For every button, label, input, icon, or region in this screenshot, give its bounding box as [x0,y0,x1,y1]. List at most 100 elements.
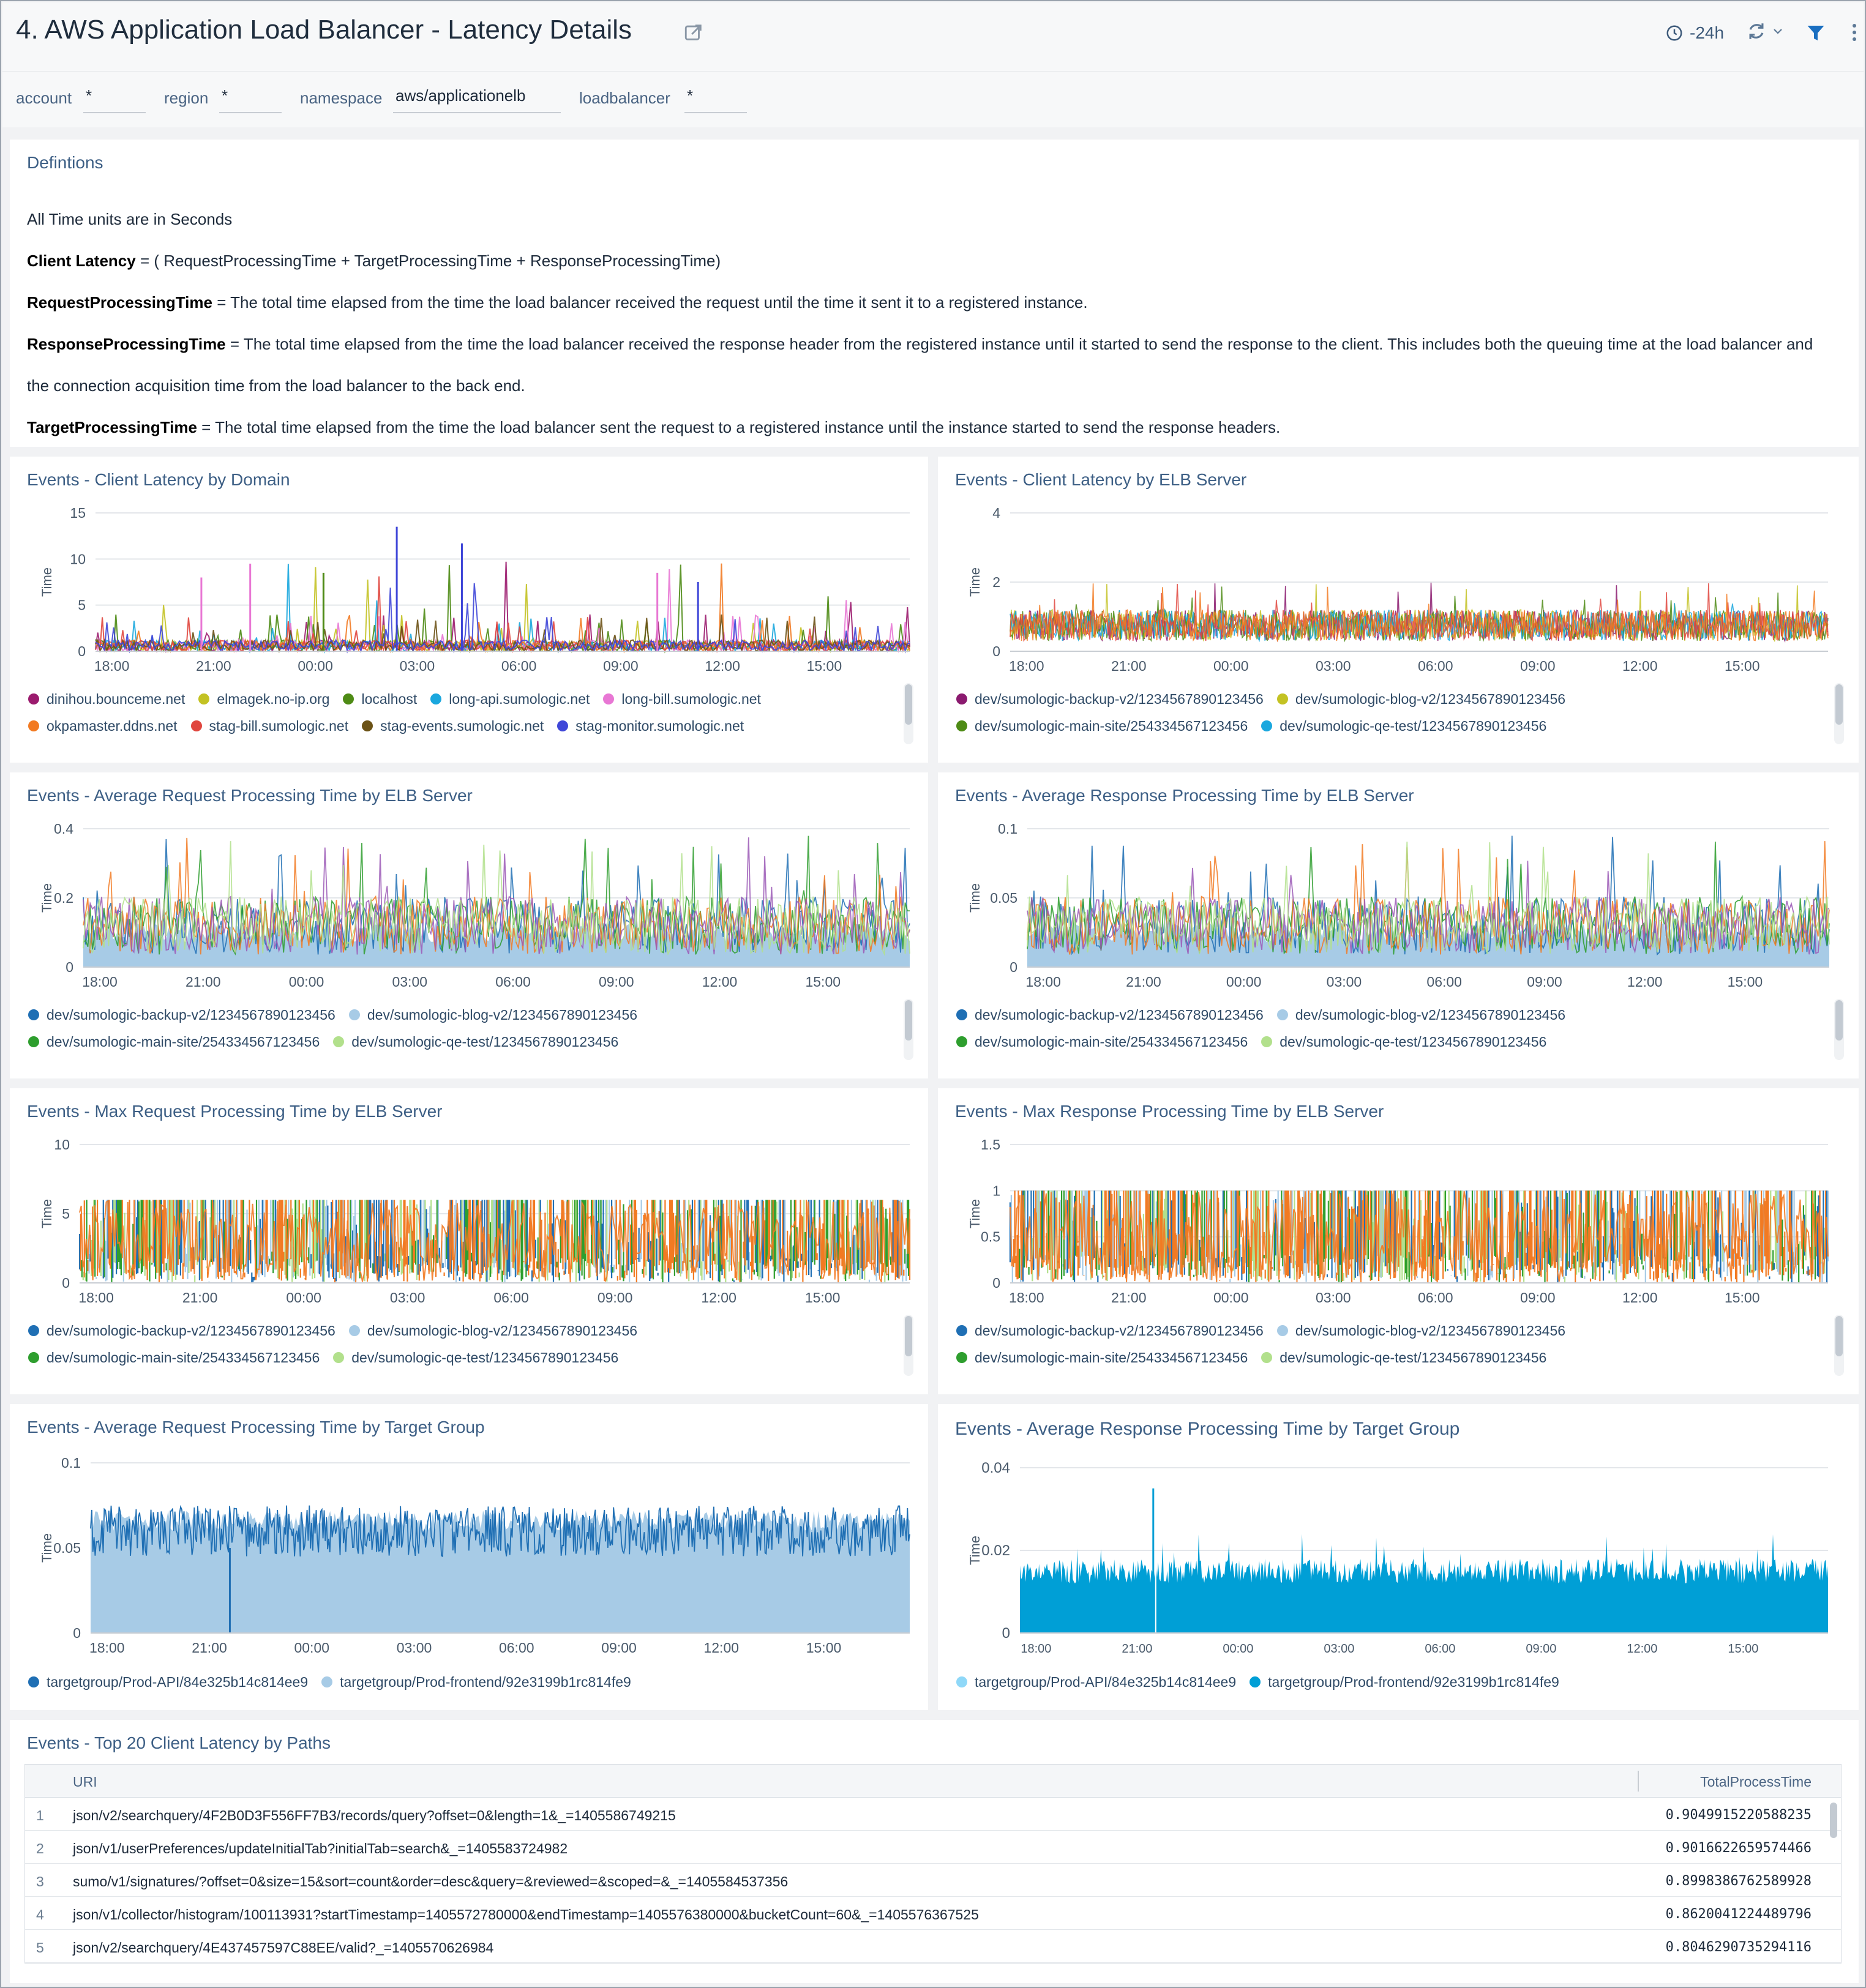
table-row[interactable]: 5 json/v2/searchquery/4E437457597C88EE/va… [25,1930,1841,1963]
legend-item[interactable]: stag-events.sumologic.net [362,718,544,734]
table-row[interactable]: 4 json/v1/collector/histogram/100113931?s… [25,1897,1841,1930]
legend-item[interactable]: targetgroup/Prod-API/84e325b14c814ee9 [28,1674,308,1691]
x-tick-label: 21:00 [1111,658,1147,674]
table-row[interactable]: 3 sumo/v1/signatures/?offset=0&size=15&so… [25,1864,1841,1897]
legend-item[interactable]: dev/sumologic-backup-v2/1234567890123456 [956,691,1264,708]
x-tick-label: 09:00 [599,974,634,990]
legend-label: dev/sumologic-blog-v2/1234567890123456 [1295,1322,1566,1339]
legend-label: dev/sumologic-qe-test/1234567890123456 [1280,1033,1547,1050]
legend-item[interactable]: dev/sumologic-blog-v2/1234567890123456 [348,1323,637,1339]
legend-item[interactable]: dev/sumologic-blog-v2/1234567890123456 [348,1007,637,1023]
x-tick-label: 03:00 [1316,1290,1351,1306]
legend-swatch [28,1325,39,1336]
legend-item[interactable]: dev/sumologic-qe-test/1234567890123456 [333,1350,618,1366]
legend-item[interactable]: dev/sumologic-qe-test/1234567890123456 [333,1034,618,1050]
y-tick-label: 0 [62,1275,70,1291]
legend-item[interactable]: okpamaster.ddns.net [28,718,178,734]
legend-item[interactable]: dev/sumologic-main-site/254334567123456 [956,1034,1248,1050]
filter-input-account[interactable]: * [83,86,146,113]
legend-item[interactable]: long-api.sumologic.net [430,691,590,708]
filter-input-namespace[interactable]: aws/applicationelb [393,86,561,113]
legend-item[interactable]: dev/sumologic-backup-v2/1234567890123456 [28,1007,335,1023]
legend-label: dev/sumologic-qe-test/1234567890123456 [351,1033,619,1050]
series-marks [1020,1488,1828,1633]
legend-scrollbar[interactable] [905,1316,912,1356]
chart-title: Events - Client Latency by Domain [27,470,290,489]
legend-item[interactable]: targetgroup/Prod-API/84e325b14c814ee9 [956,1674,1236,1691]
legend-item[interactable]: dev/sumologic-qe-test/1234567890123456 [1261,1034,1546,1050]
y-tick-label: 0.1 [61,1455,81,1471]
legend-swatch [1276,693,1288,704]
x-tick-label: 15:00 [1728,974,1763,990]
filter-icon[interactable] [1805,22,1827,44]
y-axis-label: Time [39,1533,54,1563]
legend-label: stag-bill.sumologic.net [209,717,349,734]
legend-item[interactable]: dev/sumologic-main-site/254334567123456 [28,1350,320,1366]
legend-item[interactable]: dev/sumologic-backup-v2/1234567890123456 [956,1007,1264,1023]
column-uri[interactable]: URI [73,1774,97,1790]
panel-avg-request-by-elb: Events - Average Request Processing Time… [10,772,928,1078]
definitions-panel: Defintions All Time units are in Seconds… [10,140,1859,447]
legend-item[interactable]: stag-bill.sumologic.net [190,717,349,734]
refresh-control[interactable] [1746,21,1785,42]
legend-item[interactable]: stag-monitor.sumologic.net [557,718,744,734]
legend-item[interactable]: dev/sumologic-backup-v2/1234567890123456 [956,1323,1264,1339]
x-tick-label: 06:00 [1426,974,1462,990]
table-row[interactable]: 1 json/v2/searchquery/4F2B0D3F556FF7B3/re… [25,1798,1841,1831]
x-tick-label: 06:00 [501,658,537,674]
chart-plot: 10 5 0 Time 18:00 21:00 00:00 03:00 06:00 09:00 12… [39,1137,911,1306]
time-range-label: -24h [1690,23,1725,42]
legend-item[interactable]: dev/sumologic-qe-test/1234567890123456 [1261,1350,1546,1366]
chart-plot: 0.1 0.05 0 Time 18:00 21:00 00:00 03:00 06:00 09:… [967,821,1830,990]
table-row[interactable]: 2 json/v1/userPreferences/updateInitialTa… [25,1831,1841,1864]
more-options-icon[interactable] [1851,23,1857,42]
legend-item[interactable]: dev/sumologic-blog-v2/1234567890123456 [1276,1322,1566,1339]
legend-item[interactable]: dev/sumologic-main-site/254334567123456 [28,1034,320,1050]
legend-item[interactable]: dev/sumologic-blog-v2/1234567890123456 [1276,1007,1565,1023]
series-line [79,1200,910,1284]
legend-item[interactable]: long-bill.sumologic.net [603,691,761,708]
row-total-process-time: 0.8620041224489796 [1665,1907,1812,1922]
refresh-icon [1749,23,1764,39]
series-marks [1027,835,1830,967]
legend-item[interactable]: elmagek.no-ip.org [198,691,329,708]
series-line [83,839,910,955]
x-tick-label: 18:00 [1021,1642,1051,1656]
legend-item[interactable]: dev/sumologic-qe-test/1234567890123456 [1261,718,1546,734]
legend-item[interactable]: dev/sumologic-main-site/254334567123456 [956,1350,1248,1366]
column-total-process-time[interactable]: TotalProcessTime [1700,1774,1812,1790]
legend-scrollbar[interactable] [905,684,912,725]
legend-item[interactable]: dinihou.bounceme.net [28,691,185,708]
legend-item[interactable]: targetgroup/Prod-frontend/92e3199b1rc814… [321,1674,631,1691]
filter-input-region[interactable]: * [219,86,282,113]
legend-scrollbar[interactable] [905,1000,912,1041]
y-tick-label: 4 [992,505,1000,521]
legend-row: dinihou.bounceme.net elmagek.no-ip.org loc… [28,686,904,712]
series-line [83,841,910,957]
column-resize-handle[interactable] [1638,1771,1639,1792]
legend-label: dev/sumologic-main-site/254334567123456 [975,717,1248,734]
legend-label: dev/sumologic-main-site/254334567123456 [975,1349,1248,1366]
y-tick-label: 0.5 [981,1229,1000,1245]
legend-item[interactable]: dev/sumologic-main-site/254334567123456 [956,718,1248,734]
legend-scrollbar[interactable] [1835,1000,1843,1041]
legend-scrollbar[interactable] [1835,1316,1843,1356]
legend-swatch [28,1676,39,1687]
legend-item[interactable]: targetgroup/Prod-frontend/92e3199b1rc814… [1250,1674,1559,1691]
series-line [1027,842,1830,955]
y-axis-label: Time [967,1199,983,1228]
legend-item[interactable]: localhost [343,691,417,708]
open-in-new-icon[interactable] [683,22,704,43]
legend-item[interactable]: dev/sumologic-backup-v2/1234567890123456 [28,1323,335,1339]
x-tick-label: 06:00 [1425,1642,1455,1656]
legend-item[interactable]: dev/sumologic-blog-v2/1234567890123456 [1276,691,1565,708]
legend-scrollbar[interactable] [1835,684,1843,725]
time-range-picker[interactable]: -24h [1665,21,1724,45]
y-tick-label: 1.5 [981,1137,1000,1153]
table-title: Events - Top 20 Client Latency by Paths [27,1733,331,1752]
legend-row: dev/sumologic-main-site/254334567123456 d… [956,1028,1834,1055]
legend-swatch [333,1352,345,1363]
filter-input-loadbalancer[interactable]: * [684,86,747,113]
y-tick-label: 5 [78,597,86,613]
table-scrollbar[interactable] [1830,1803,1837,1838]
